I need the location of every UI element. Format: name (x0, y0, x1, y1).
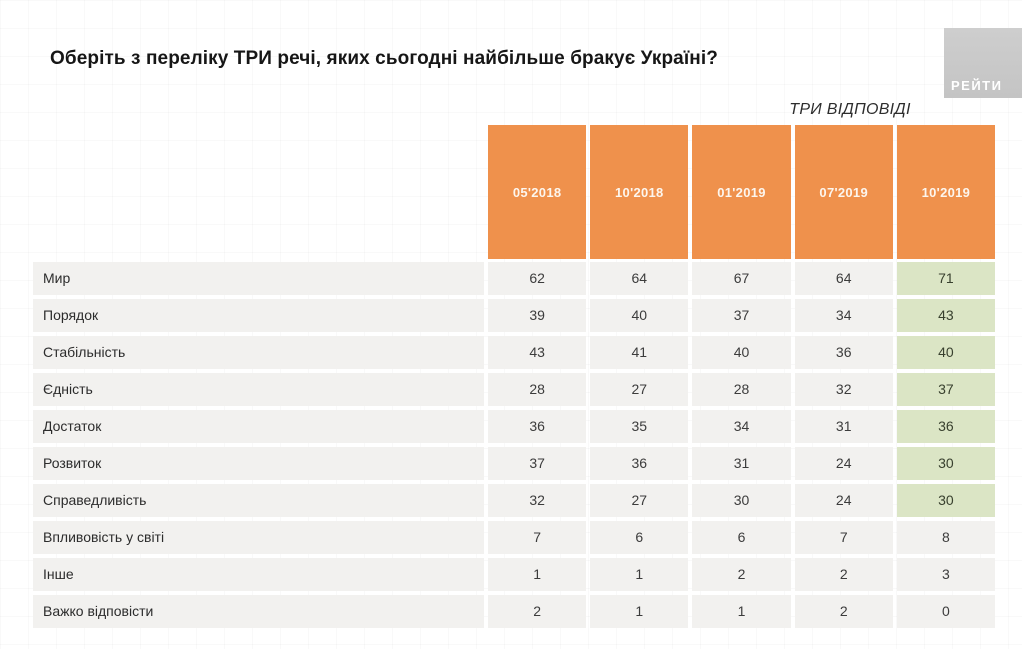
value-cell: 1 (488, 558, 587, 591)
period-header-row: 05'2018 10'2018 01'2019 07'2019 10'2019 (488, 125, 996, 259)
value-cell: 32 (794, 373, 893, 406)
value-cell: 43 (488, 336, 587, 369)
row-label: Важко відповісти (33, 595, 484, 628)
value-cell: 40 (692, 336, 791, 369)
value-cell: 28 (488, 373, 587, 406)
value-cell: 24 (794, 484, 893, 517)
table-row: Важко відповісти 2 1 1 2 0 (33, 595, 996, 628)
value-cell: 7 (794, 521, 893, 554)
value-cell-highlighted: 30 (896, 447, 996, 480)
value-cell: 41 (590, 336, 689, 369)
value-cell: 62 (488, 262, 587, 295)
value-cell: 30 (692, 484, 791, 517)
value-cell: 37 (488, 447, 587, 480)
results-table: Мир 62 64 67 64 71 Порядок 39 40 37 34 4… (33, 262, 996, 632)
table-row: Єдність 28 27 28 32 37 (33, 373, 996, 406)
value-cell-highlighted: 30 (896, 484, 996, 517)
value-cell: 3 (896, 558, 996, 591)
row-label: Справедливість (33, 484, 484, 517)
value-cell: 6 (590, 521, 689, 554)
value-cell: 64 (590, 262, 689, 295)
period-header-cell: 05'2018 (488, 125, 587, 259)
logo-text: РЕЙТИ (951, 78, 1003, 93)
row-label: Порядок (33, 299, 484, 332)
value-cell: 24 (794, 447, 893, 480)
period-header-cell: 07'2019 (794, 125, 893, 259)
value-cell: 34 (692, 410, 791, 443)
table-row: Впливовість у світі 7 6 6 7 8 (33, 521, 996, 554)
table-row: Достаток 36 35 34 31 36 (33, 410, 996, 443)
value-cell: 64 (794, 262, 893, 295)
value-cell: 1 (590, 558, 689, 591)
period-header-cell: 01'2019 (692, 125, 791, 259)
value-cell: 28 (692, 373, 791, 406)
value-cell: 2 (692, 558, 791, 591)
row-label: Впливовість у світі (33, 521, 484, 554)
period-header-cell: 10'2019 (896, 125, 996, 259)
value-cell: 2 (488, 595, 587, 628)
value-cell: 35 (590, 410, 689, 443)
table-row: Мир 62 64 67 64 71 (33, 262, 996, 295)
value-cell: 67 (692, 262, 791, 295)
table-row: Порядок 39 40 37 34 43 (33, 299, 996, 332)
value-cell: 0 (896, 595, 996, 628)
value-cell-highlighted: 43 (896, 299, 996, 332)
row-label: Інше (33, 558, 484, 591)
row-label: Достаток (33, 410, 484, 443)
value-cell: 32 (488, 484, 587, 517)
value-cell-highlighted: 40 (896, 336, 996, 369)
value-cell: 27 (590, 373, 689, 406)
value-cell: 40 (590, 299, 689, 332)
value-cell: 36 (794, 336, 893, 369)
table-row: Справедливість 32 27 30 24 30 (33, 484, 996, 517)
value-cell: 27 (590, 484, 689, 517)
value-cell: 31 (692, 447, 791, 480)
value-cell: 31 (794, 410, 893, 443)
row-label: Єдність (33, 373, 484, 406)
value-cell: 36 (488, 410, 587, 443)
row-label: Мир (33, 262, 484, 295)
value-cell: 34 (794, 299, 893, 332)
question-title: Оберіть з переліку ТРИ речі, яких сьогод… (50, 48, 718, 69)
value-cell: 8 (896, 521, 996, 554)
value-cell-highlighted: 37 (896, 373, 996, 406)
value-cell: 39 (488, 299, 587, 332)
value-cell: 7 (488, 521, 587, 554)
value-cell: 6 (692, 521, 791, 554)
value-cell: 37 (692, 299, 791, 332)
value-cell: 2 (794, 558, 893, 591)
period-header-cell: 10'2018 (590, 125, 689, 259)
value-cell-highlighted: 71 (896, 262, 996, 295)
row-label: Стабільність (33, 336, 484, 369)
value-cell: 1 (590, 595, 689, 628)
value-cell: 36 (590, 447, 689, 480)
value-cell: 2 (794, 595, 893, 628)
value-cell: 1 (692, 595, 791, 628)
table-row: Стабільність 43 41 40 36 40 (33, 336, 996, 369)
table-row: Розвиток 37 36 31 24 30 (33, 447, 996, 480)
value-cell-highlighted: 36 (896, 410, 996, 443)
row-label: Розвиток (33, 447, 484, 480)
answers-note: ТРИ ВІДПОВІДІ (789, 101, 911, 118)
rating-group-logo: РЕЙТИ (944, 28, 1022, 98)
table-row: Інше 1 1 2 2 3 (33, 558, 996, 591)
